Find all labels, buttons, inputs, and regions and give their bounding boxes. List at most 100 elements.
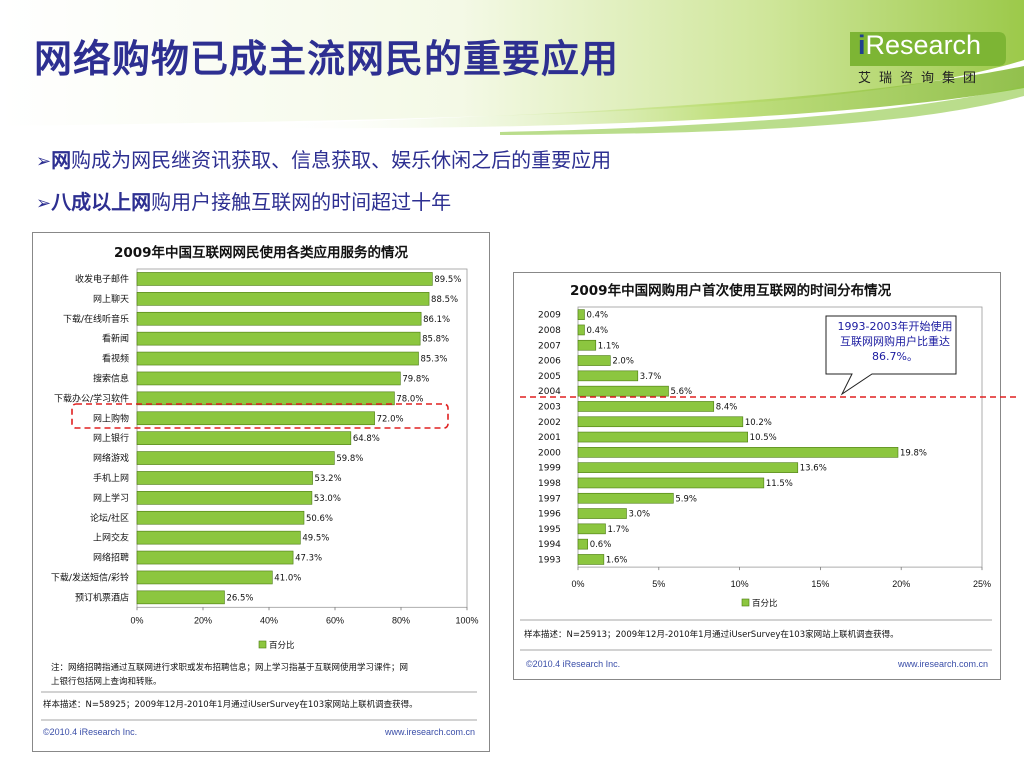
bar-value-label: 10.2% xyxy=(745,418,772,428)
bar xyxy=(136,272,433,286)
left-note-line2: 上银行包括网上查询和转账。 xyxy=(51,676,162,687)
category-label: 2009 xyxy=(538,311,561,321)
category-label: 1994 xyxy=(538,540,561,550)
bar-value-label: 26.5% xyxy=(226,593,253,603)
category-label: 手机上网 xyxy=(93,472,129,484)
bullet-1: ➢网购成为网民继资讯获取、信息获取、娱乐休闲之后的重要应用 xyxy=(36,144,611,173)
bar xyxy=(577,401,715,412)
bar-value-label: 85.3% xyxy=(420,355,447,365)
bullet-arrow-icon: ➢ xyxy=(36,193,52,214)
bar-value-label: 72.0% xyxy=(377,414,404,424)
logo-i: i xyxy=(858,30,866,60)
bar xyxy=(577,492,674,504)
bar-value-label: 89.5% xyxy=(434,275,461,285)
bullet-2-bold: 八成以上网 xyxy=(51,190,152,214)
left-chart-panel: 2009年中国互联网网民使用各类应用服务的情况 0% 20% 40% 60% 80% 10… xyxy=(32,232,490,752)
left-url: www.iresearch.com.cn xyxy=(384,727,475,737)
category-label: 2000 xyxy=(538,448,561,458)
bar xyxy=(577,508,627,519)
category-label: 网上银行 xyxy=(93,432,129,444)
category-label: 网上购物 xyxy=(93,412,129,424)
bar xyxy=(577,431,748,443)
bar xyxy=(136,451,335,465)
category-label: 1997 xyxy=(538,494,561,504)
bar xyxy=(577,477,765,489)
bullet-1-text: 购成为网民继资讯获取、信息获取、娱乐休闲之后的重要应用 xyxy=(71,148,612,172)
category-label: 看视频 xyxy=(102,353,129,365)
bar-value-label: 41.0% xyxy=(274,573,301,583)
category-label: 1998 xyxy=(538,479,561,489)
bar-value-label: 13.6% xyxy=(800,464,827,474)
bar-value-label: 2.0% xyxy=(612,357,634,367)
bar-value-label: 1.1% xyxy=(598,341,620,351)
right-legend-label: 百分比 xyxy=(752,598,778,609)
bar-value-label: 59.8% xyxy=(336,454,363,464)
category-label: 1999 xyxy=(538,464,561,474)
x-tick-label: 15% xyxy=(811,579,829,589)
category-label: 上网交友 xyxy=(93,532,129,544)
bar xyxy=(136,331,421,346)
category-label: 下载/在线听音乐 xyxy=(63,313,129,325)
left-chart-title: 2009年中国互联网网民使用各类应用服务的情况 xyxy=(114,244,409,261)
bar-value-label: 64.8% xyxy=(353,434,380,444)
bar-value-label: 0.4% xyxy=(586,326,608,336)
bar-value-label: 86.1% xyxy=(423,315,450,325)
x-tick-label: 5% xyxy=(652,579,665,589)
x-tick-label: 10% xyxy=(731,579,749,589)
bar-value-label: 53.2% xyxy=(315,474,342,484)
x-tick-label: 0% xyxy=(130,615,143,625)
category-label: 2003 xyxy=(538,402,561,412)
category-label: 2002 xyxy=(538,418,561,428)
bar-value-label: 3.0% xyxy=(628,510,650,520)
bar xyxy=(577,447,899,458)
bar xyxy=(136,431,352,445)
bar-value-label: 78.0% xyxy=(396,394,423,404)
bar xyxy=(577,416,744,428)
right-sample-desc: 样本描述：N=25913；2009年12月-2010年1月通过iUserSurv… xyxy=(524,629,899,640)
category-label: 1993 xyxy=(538,555,561,565)
right-copyright: ©2010.4 iResearch Inc. xyxy=(526,659,620,669)
bar-value-label: 88.5% xyxy=(431,295,458,305)
category-label: 网络游戏 xyxy=(93,452,129,464)
category-label: 2006 xyxy=(538,357,561,367)
left-note-line1: 注：网络招聘指通过互联网进行求职或发布招聘信息；网上学习指基于互联网使用学习课件… xyxy=(51,662,408,673)
iresearch-logo: iResearch 艾瑞咨询集团 xyxy=(858,30,1008,100)
category-label: 下载/发送短信/彩铃 xyxy=(51,571,129,583)
category-label: 1996 xyxy=(538,510,561,520)
bar xyxy=(577,370,639,382)
bar-value-label: 8.4% xyxy=(716,402,738,412)
bar-value-label: 49.5% xyxy=(302,534,329,544)
bullet-arrow-icon: ➢ xyxy=(36,151,52,172)
bar-value-label: 11.5% xyxy=(766,479,793,489)
x-tick-label: 60% xyxy=(326,615,344,625)
category-label: 2004 xyxy=(538,387,561,397)
bar xyxy=(136,471,313,485)
logo-research: Research xyxy=(865,30,982,60)
bar-value-label: 3.7% xyxy=(640,372,662,382)
category-label: 2008 xyxy=(538,326,561,336)
left-legend-label: 百分比 xyxy=(269,640,295,651)
bar-value-label: 5.9% xyxy=(675,494,697,504)
category-label: 下载办公/学习软件 xyxy=(54,392,129,404)
x-tick-label: 20% xyxy=(194,615,212,625)
bar xyxy=(136,351,419,366)
bar xyxy=(136,391,395,406)
left-chart: 2009年中国互联网网民使用各类应用服务的情况 0% 20% 40% 60% 80% 10… xyxy=(41,244,479,737)
bar xyxy=(577,309,585,320)
x-tick-label: 80% xyxy=(392,615,410,625)
bar xyxy=(577,324,585,336)
bullet-1-bold: 网 xyxy=(51,148,72,172)
category-label: 看新闻 xyxy=(102,333,129,345)
category-label: 1995 xyxy=(538,525,561,535)
bar-value-label: 19.8% xyxy=(900,448,927,458)
bar xyxy=(577,355,611,366)
bar-value-label: 0.4% xyxy=(586,311,608,321)
x-tick-label: 0% xyxy=(571,579,584,589)
bar xyxy=(136,311,422,326)
bar xyxy=(136,590,225,605)
category-label: 网上聊天 xyxy=(93,293,129,305)
bar xyxy=(136,550,294,565)
right-url: www.iresearch.com.cn xyxy=(897,659,988,669)
bar-value-label: 85.8% xyxy=(422,335,449,345)
